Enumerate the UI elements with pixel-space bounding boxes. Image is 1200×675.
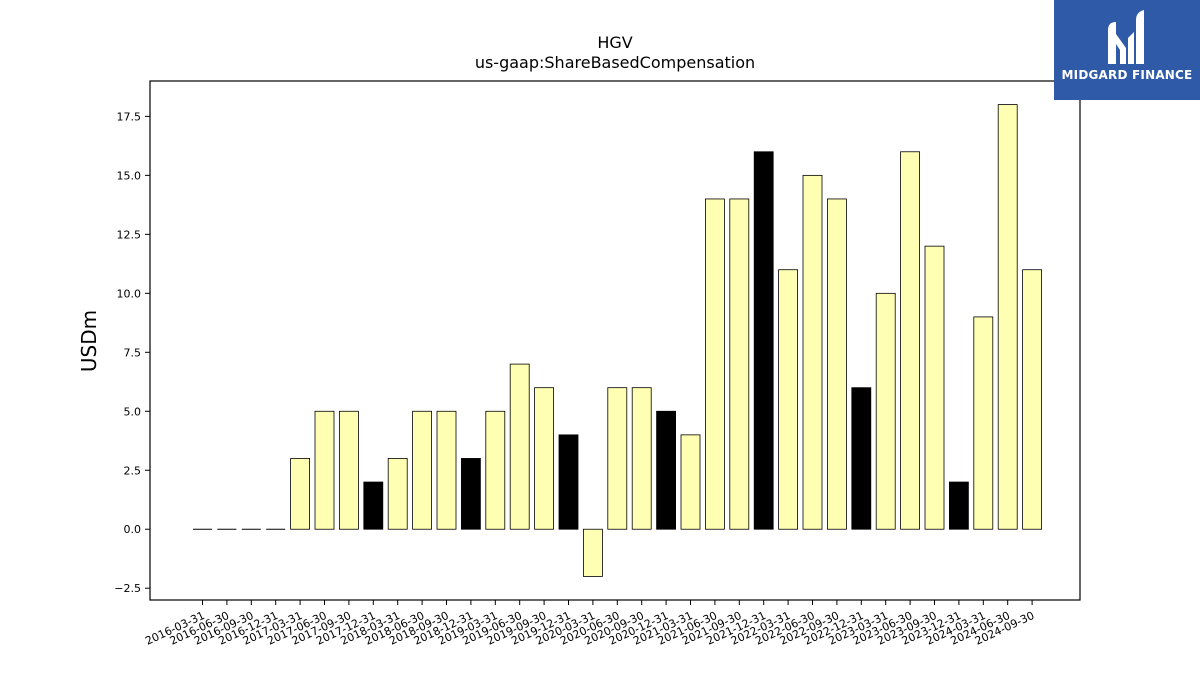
bar: [997, 104, 1018, 530]
midgard-logo-icon: [1108, 10, 1144, 64]
y-tick-label: −2.5: [114, 582, 141, 595]
bar: [363, 481, 384, 530]
bar: [290, 458, 311, 530]
bars-layer: [193, 104, 1042, 577]
bar: [631, 387, 652, 530]
y-tick-label: 2.5: [124, 464, 142, 477]
bar: [851, 387, 872, 530]
bar: [656, 410, 676, 530]
bar: [485, 410, 506, 530]
bar: [534, 387, 554, 530]
bar: [338, 410, 359, 530]
x-ticks: 2016-03-312016-06-302016-09-302016-12-31…: [143, 600, 1036, 648]
y-tick-label: 0.0: [124, 523, 142, 536]
y-tick-label: 17.5: [117, 110, 142, 123]
bar: [900, 151, 920, 530]
y-ticks: −2.5 0.0 2.5 5.0 7.5 10.0 12.5 15.0 17.5: [114, 110, 150, 595]
bar: [973, 316, 994, 530]
bar: [705, 198, 725, 530]
y-tick-label: 7.5: [124, 346, 142, 359]
plot-frame: [149, 80, 1081, 601]
bar: [729, 198, 750, 530]
bar: [460, 458, 481, 530]
y-axis-label: USDm: [77, 310, 101, 372]
bar: [387, 458, 408, 530]
bar: [680, 434, 701, 530]
bar: [509, 363, 530, 530]
bar: [753, 151, 774, 530]
chart-title: HGV: [597, 33, 632, 52]
bar: [949, 481, 969, 530]
y-tick-label: 5.0: [124, 405, 142, 418]
brand-logo: MIDGARD FINANCE: [1054, 0, 1200, 100]
bar: [558, 434, 579, 530]
bar: [924, 245, 945, 530]
bar: [778, 269, 798, 530]
bar: [802, 174, 823, 530]
bar: [583, 528, 603, 577]
bar: [1022, 269, 1042, 530]
y-tick-label: 10.0: [117, 287, 142, 300]
y-tick-label: 12.5: [117, 228, 142, 241]
bar: [875, 292, 896, 530]
chart-subtitle: us-gaap:ShareBasedCompensation: [475, 53, 755, 72]
bar: [827, 198, 847, 530]
y-tick-label: 15.0: [117, 169, 142, 182]
bar: [314, 410, 335, 530]
bar: [436, 410, 457, 530]
logo-text: MIDGARD FINANCE: [1061, 68, 1193, 82]
bar: [412, 410, 433, 530]
bar: [607, 387, 628, 530]
